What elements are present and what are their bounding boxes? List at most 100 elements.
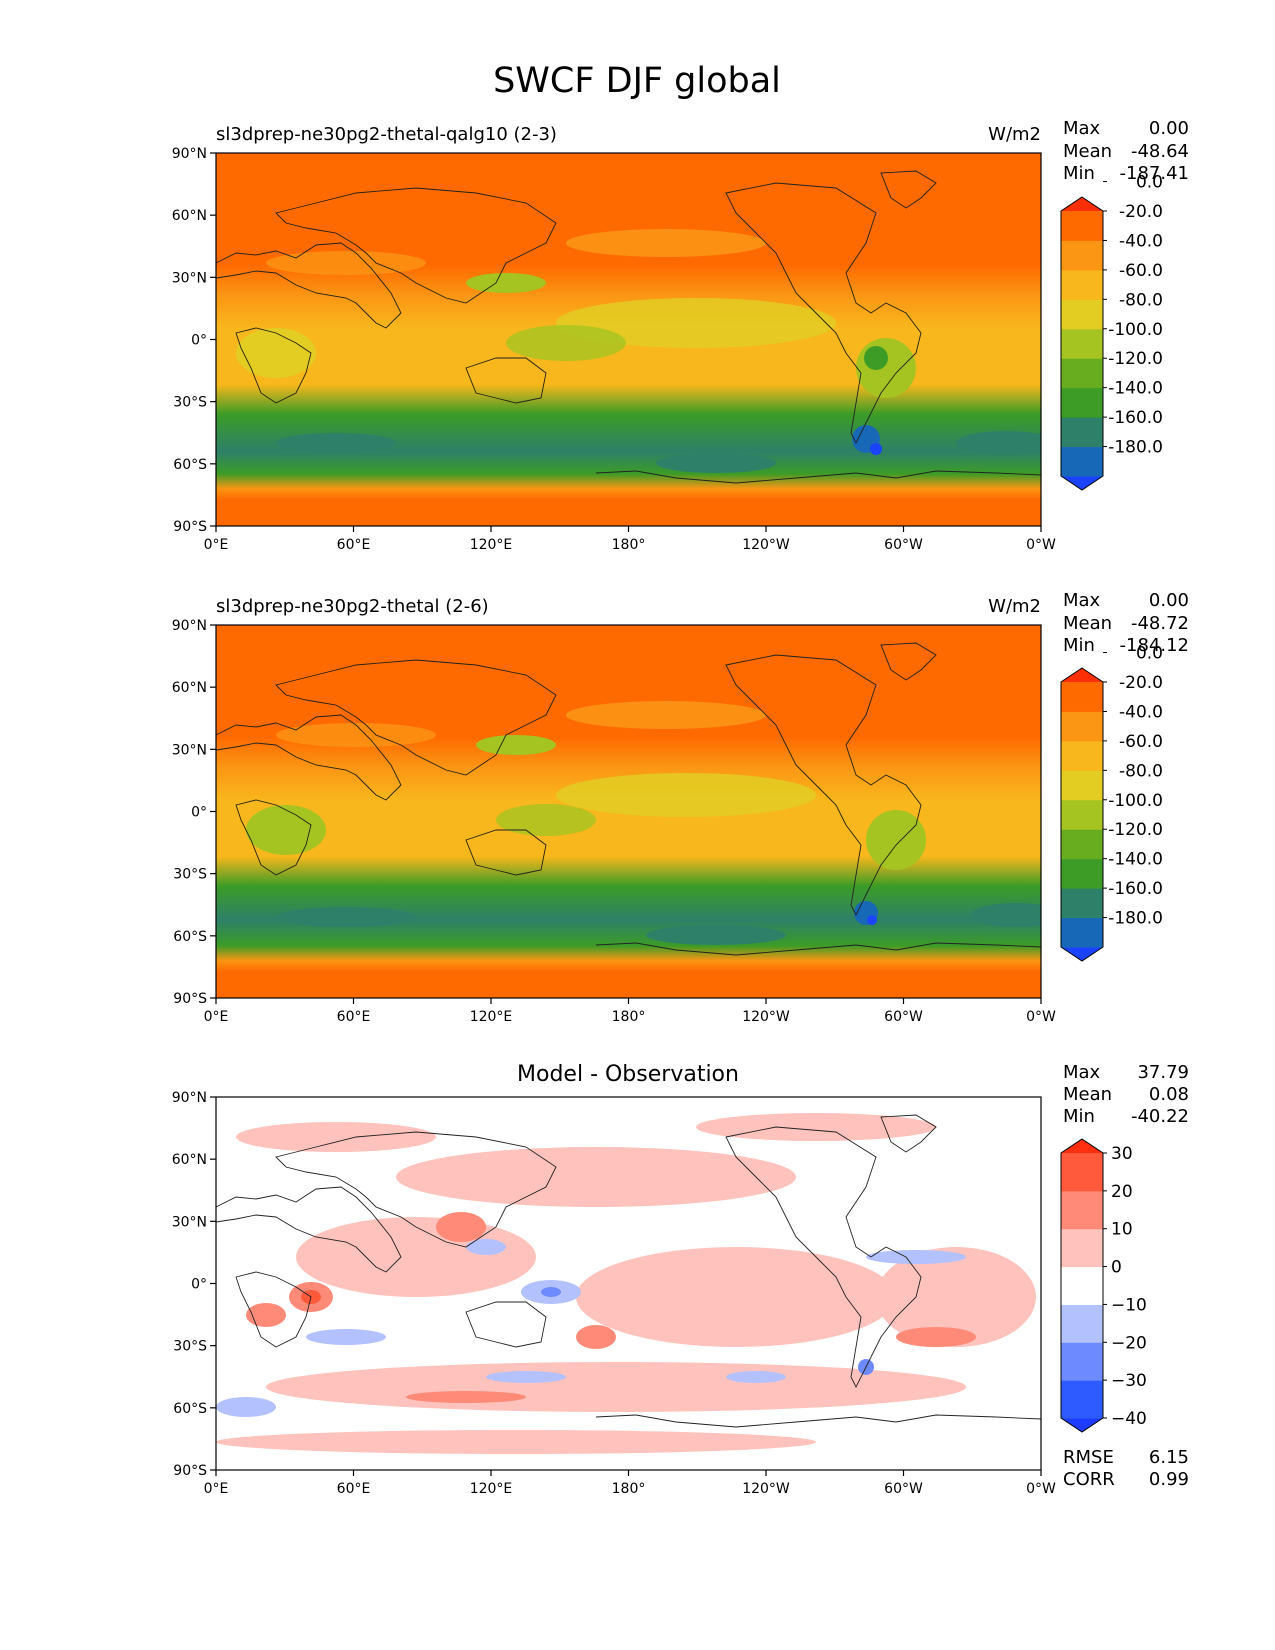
colorbar-tick-label: 0.0 (1136, 173, 1163, 193)
colorbar-tick-label: 10 (1111, 1220, 1133, 1240)
stats-block: Max 0.00 Mean -48.64 Min -187.41 (1063, 118, 1189, 184)
lat-tick-label: 0° (191, 333, 207, 349)
lon-tick-label: 60°W (884, 1009, 923, 1025)
colorbar-tick-label: -140.0 (1108, 850, 1163, 870)
stat-label-mean: Mean (1063, 613, 1112, 634)
lat-tick-label: 60°S (173, 1401, 207, 1417)
colorbar-swatch (1061, 770, 1103, 801)
stat-value-max: 37.79 (1137, 1062, 1189, 1083)
lat-tick-label: 60°S (173, 457, 207, 473)
colorbar-swatch (1061, 1266, 1103, 1305)
colorbar-tick-label: 20 (1111, 1182, 1133, 1202)
colorbar-tick-label: −30 (1111, 1371, 1147, 1391)
colorbar-tick-label: -80.0 (1119, 290, 1163, 310)
colorbar-swatch (1061, 328, 1103, 359)
colorbar-tick-label: 0 (1111, 1258, 1122, 1278)
colorbar-tick-label: -160.0 (1108, 879, 1163, 899)
panel-ref: 90°S 60°S 30°S 0° 30°N 60°N 90°N 0°E 60°E 120°E 1… (172, 590, 1189, 1025)
colorbar-tick-label: -40.0 (1119, 231, 1163, 251)
stat-value-min: -184.12 (1120, 635, 1189, 656)
stat-value-max: 0.00 (1149, 590, 1189, 611)
colorbar-tick-label: -60.0 (1119, 732, 1163, 752)
colorbar-swatch (1061, 299, 1103, 330)
coastlines (215, 642, 1042, 956)
lon-tick-label: 60°E (337, 1009, 371, 1025)
panel-left-title: sl3dprep-ne30pg2-thetal (2-6) (216, 596, 489, 617)
colorbar: −40 −30 −20 −10 0 10 20 30 (1060, 1138, 1147, 1433)
coastlines (215, 170, 1042, 484)
colorbar-tick-label: −10 (1111, 1295, 1147, 1315)
colorbar-swatch (1061, 358, 1103, 389)
map-field (216, 153, 1041, 526)
panel-units: W/m2 (988, 124, 1041, 145)
bottom-stats-block: RMSE 6.15 CORR 0.99 (1063, 1447, 1189, 1490)
stat-label-mean: Mean (1063, 1084, 1112, 1105)
lat-tick-label: 90°S (173, 1463, 207, 1479)
lon-tick-label: 0°E (204, 1481, 229, 1497)
lat-tick-label: 90°N (172, 146, 207, 162)
colorbar-swatch (1061, 888, 1103, 919)
lon-tick-label: 120°W (742, 1009, 790, 1025)
stat-value-max: 0.00 (1149, 118, 1189, 139)
colorbar-swatch (1061, 1153, 1103, 1192)
lon-tick-label: 180° (612, 1009, 646, 1025)
field-patches (246, 701, 1041, 945)
colorbar-tick-label: -20.0 (1119, 673, 1163, 693)
lat-tick-label: 60°N (172, 208, 207, 224)
colorbar-swatch (1061, 858, 1103, 889)
lon-tick-label: 180° (612, 1481, 646, 1497)
colorbar-swatch (1061, 446, 1103, 477)
stat-value-min: -187.41 (1120, 163, 1189, 184)
colorbar-swatch (1061, 269, 1103, 300)
corr-label: CORR (1063, 1469, 1115, 1490)
lat-tick-label: 60°S (173, 929, 207, 945)
stat-label-max: Max (1063, 1062, 1101, 1083)
lat-tick-label: 60°N (172, 680, 207, 696)
lat-axis: 90°S 60°S 30°S 0° 30°N 60°N 90°N (172, 146, 216, 535)
figure-title: SWCF DJF global (493, 61, 781, 101)
panel-units: W/m2 (988, 596, 1041, 617)
lon-tick-label: 120°W (742, 537, 790, 553)
colorbar-swatch (1061, 417, 1103, 448)
colorbar-extend-min (1061, 947, 1103, 961)
field-patches (216, 1113, 1036, 1454)
colorbar-tick-label: -80.0 (1119, 761, 1163, 781)
colorbar-swatch (1061, 799, 1103, 830)
colorbar-swatch (1061, 1380, 1103, 1419)
colorbar-tick-label: -120.0 (1108, 349, 1163, 369)
lat-tick-label: 30°N (172, 742, 207, 758)
colorbar-swatch (1061, 711, 1103, 742)
rmse-label: RMSE (1063, 1447, 1114, 1468)
lon-tick-label: 120°E (470, 537, 513, 553)
panel-center-title: Model - Observation (517, 1062, 739, 1087)
colorbar-tick-label: -60.0 (1119, 261, 1163, 281)
lat-tick-label: 0° (191, 1277, 207, 1293)
lat-axis: 90°S 60°S 30°S 0° 30°N 60°N 90°N (172, 1090, 216, 1479)
colorbar-tick-label: -20.0 (1119, 202, 1163, 222)
colorbar-tick-label: -160.0 (1108, 408, 1163, 428)
stat-value-mean: -48.72 (1131, 613, 1189, 634)
coastlines (215, 1114, 1042, 1428)
colorbar-tick-label: −20 (1111, 1333, 1147, 1353)
colorbar-tick-label: 0.0 (1136, 644, 1163, 664)
colorbar-swatch (1061, 829, 1103, 860)
colorbar-tick-label: 30 (1111, 1144, 1133, 1164)
lat-tick-label: 90°N (172, 618, 207, 634)
field-patches (236, 229, 1041, 473)
colorbar-swatch (1061, 240, 1103, 271)
colorbar-swatch (1061, 1342, 1103, 1381)
colorbar-tick-label: -120.0 (1108, 820, 1163, 840)
rmse-value: 6.15 (1149, 1447, 1189, 1468)
lon-tick-label: 60°E (337, 537, 371, 553)
lat-axis: 90°S 60°S 30°S 0° 30°N 60°N 90°N (172, 618, 216, 1007)
lon-axis: 0°E 60°E 120°E 180° 120°W 60°W 0°W (204, 526, 1056, 553)
lon-axis: 0°E 60°E 120°E 180° 120°W 60°W 0°W (204, 998, 1056, 1025)
stat-label-mean: Mean (1063, 141, 1112, 162)
colorbar-swatch (1061, 1228, 1103, 1268)
colorbar-swatch (1061, 211, 1103, 241)
stat-label-min: Min (1063, 635, 1095, 656)
lon-tick-label: 60°E (337, 1481, 371, 1497)
stat-value-mean: 0.08 (1149, 1084, 1189, 1105)
corr-value: 0.99 (1149, 1469, 1189, 1490)
